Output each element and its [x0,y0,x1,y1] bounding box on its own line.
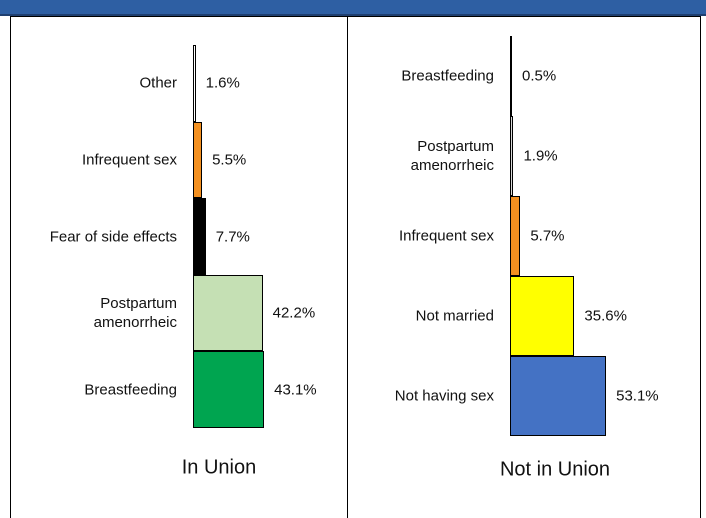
bar-segment [510,116,514,196]
category-label: Postpartum amenorrheic [410,138,494,174]
value-label: 53.1% [616,387,659,405]
panel-right [347,16,701,518]
bar-segment [510,36,512,116]
bar-segment [193,45,196,122]
value-label: 7.7% [215,228,250,245]
category-label: Not married [415,307,494,325]
value-label: 1.9% [523,147,558,165]
value-label: 0.5% [522,67,557,85]
bar-segment [510,276,575,356]
header-bar [0,0,706,16]
panel-title: In Union [181,456,257,479]
category-label: Not having sex [394,387,494,405]
category-label: Breastfeeding [84,381,177,399]
category-label: Other [139,74,177,92]
bar-segment [193,198,206,275]
bar-segment [193,274,263,352]
value-label: 35.6% [584,307,627,325]
category-label: Infrequent sex [81,151,177,169]
category-label: Postpartum amenorrheic [93,295,177,332]
bar-segment [193,121,203,199]
value-label: 5.7% [530,227,565,245]
panel-title: Not in Union [499,458,611,481]
value-label: 43.1% [274,381,317,399]
value-label: 1.6% [205,74,240,92]
panel-left [10,16,348,518]
bar-segment [510,356,607,436]
bar-segment [510,196,521,276]
bar-segment [193,351,265,428]
category-label: Infrequent sex [398,227,494,245]
value-label: 42.2% [272,304,316,322]
category-label: Fear of side effects [49,228,177,245]
category-label: Breastfeeding [401,67,494,85]
value-label: 5.5% [212,151,247,169]
